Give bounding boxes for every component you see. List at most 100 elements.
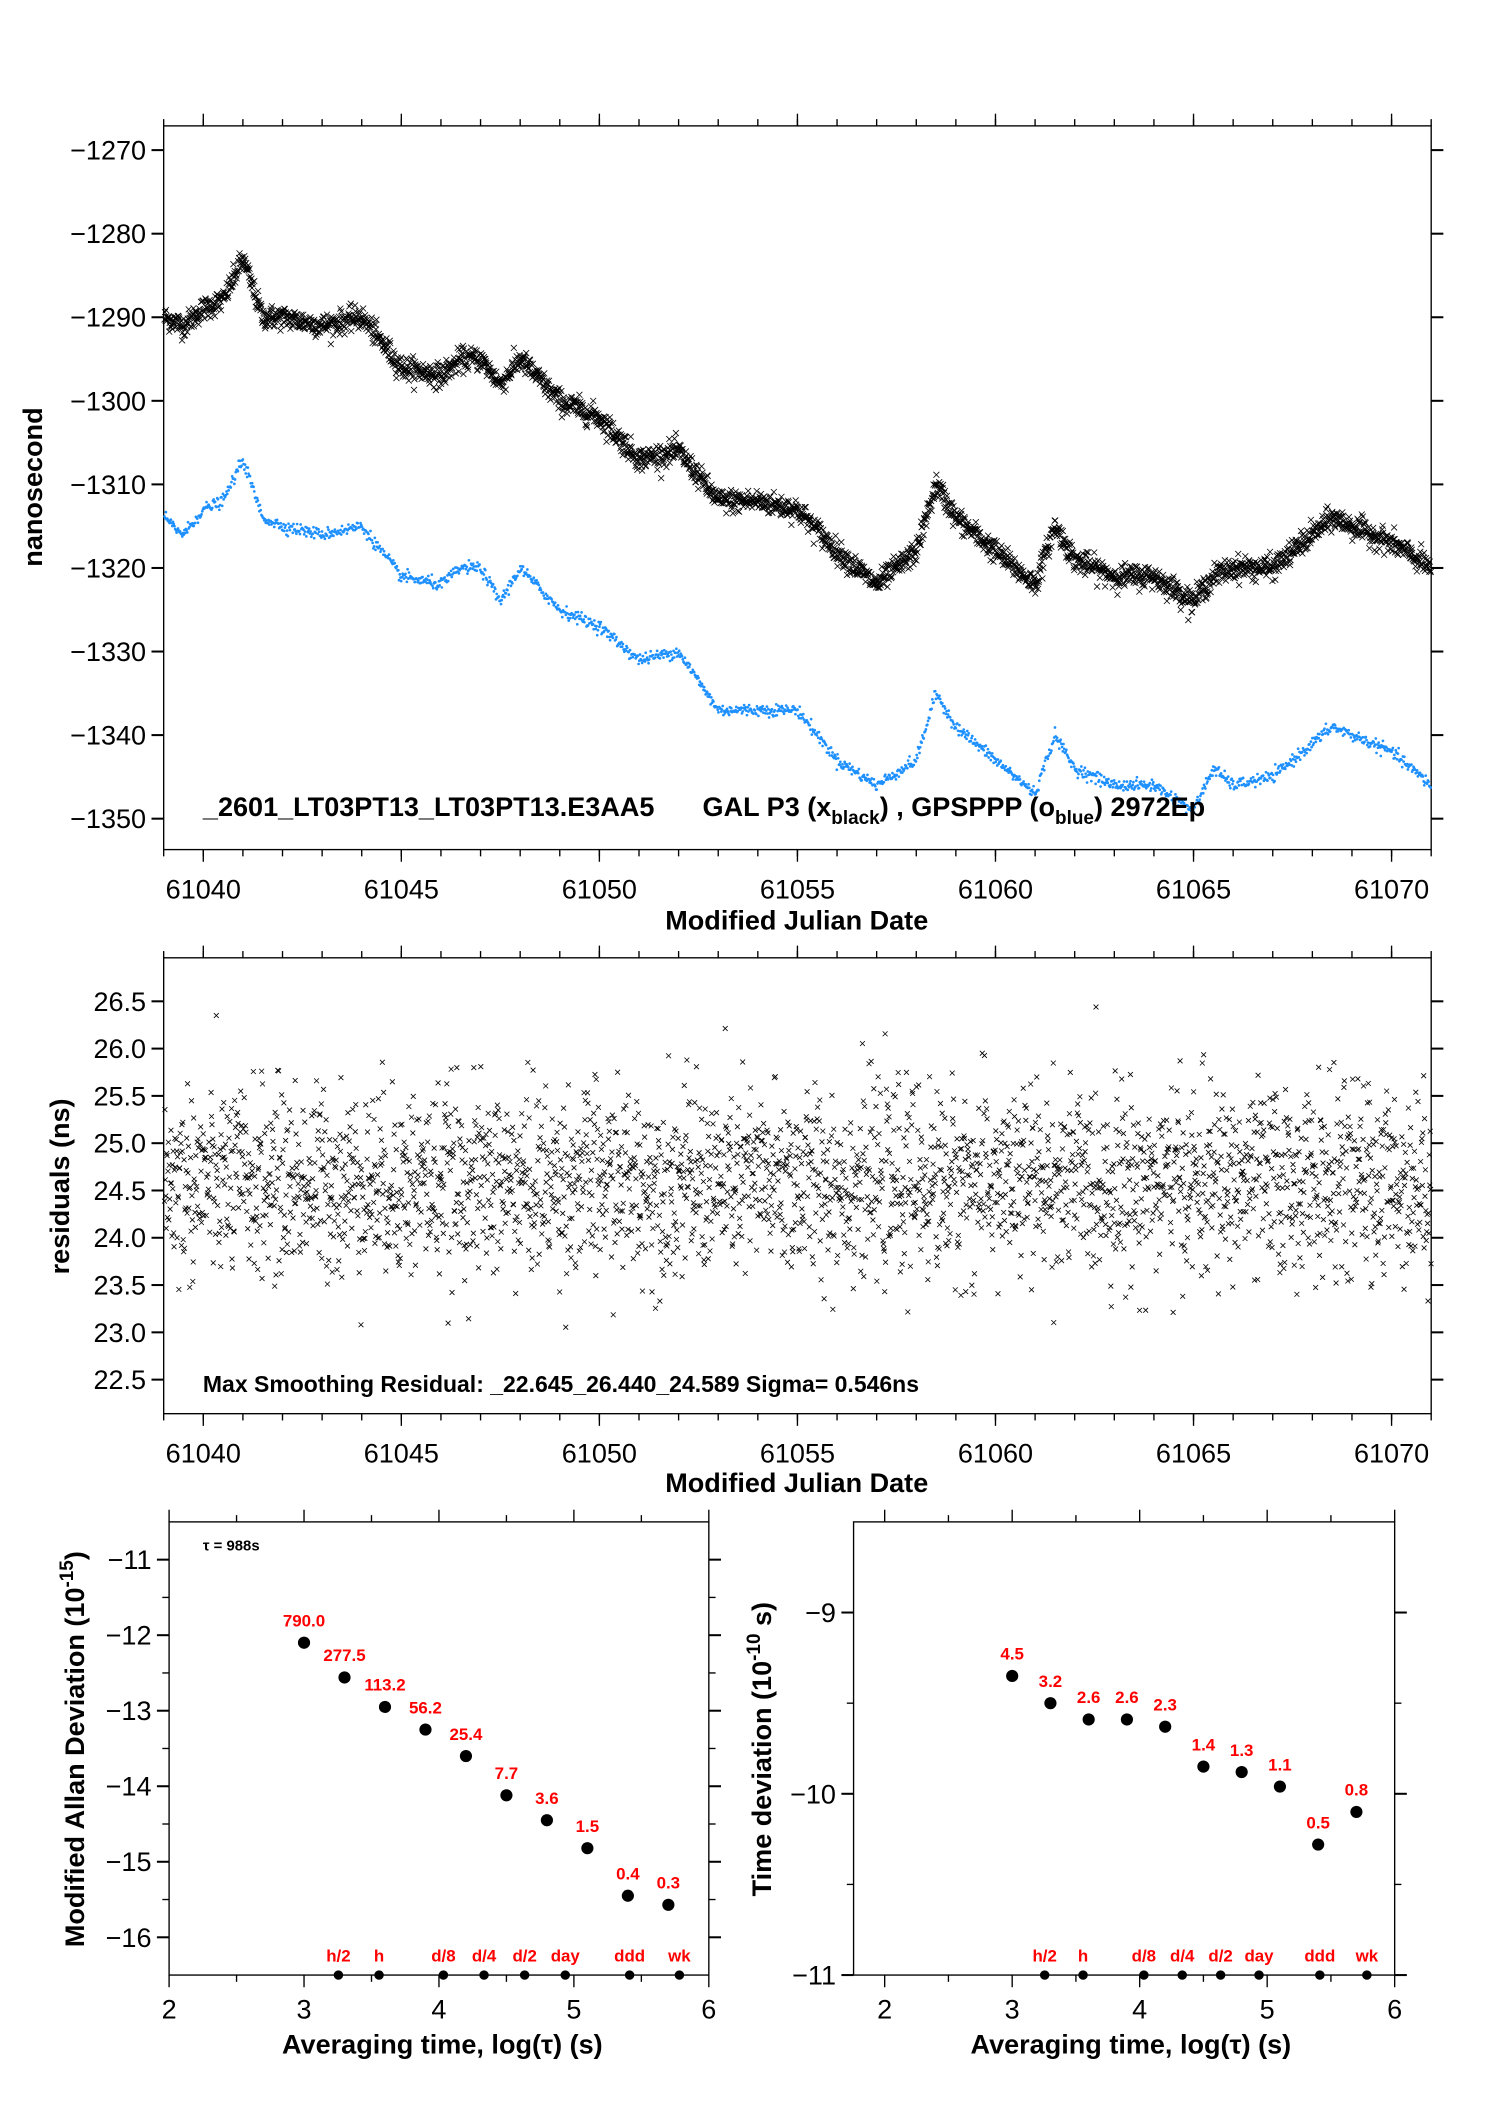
gpsppp-point (1040, 772, 1043, 775)
residual-point (232, 1142, 238, 1148)
gal-p3-point (857, 559, 864, 566)
gpsppp-point (1379, 754, 1383, 758)
gpsppp-point (683, 656, 687, 660)
residual-point (253, 1205, 260, 1211)
gpsppp-point (283, 526, 287, 530)
gal-p3-point (464, 366, 472, 373)
gpsppp-point (320, 530, 324, 533)
gpsppp-point (1314, 740, 1318, 744)
gal-p3-point (605, 423, 612, 431)
gpsppp-point (495, 592, 499, 596)
gpsppp-point (808, 723, 812, 727)
residual-point (258, 1068, 265, 1074)
gal-p3-point (628, 444, 635, 451)
residual-point (284, 1241, 291, 1247)
gpsppp-point (573, 613, 576, 617)
gpsppp-point (1283, 767, 1287, 771)
y-tick-label: 24.0 (93, 1223, 146, 1253)
gpsppp-point (593, 619, 596, 622)
residual-point (257, 1222, 263, 1229)
gal-p3-point (964, 518, 972, 526)
residual-point (285, 1229, 292, 1235)
gal-p3-point (915, 533, 923, 541)
gpsppp-point (1298, 758, 1302, 762)
gpsppp-point (192, 524, 196, 528)
gpsppp-point (578, 614, 582, 618)
gpsppp-point (1305, 751, 1309, 755)
y-tick-label: 25.5 (93, 1081, 146, 1111)
residual-point (281, 1212, 288, 1218)
gpsppp-point (430, 573, 434, 576)
gal-p3-point (579, 399, 586, 407)
gpsppp-point (952, 723, 956, 726)
residual-point (279, 1160, 286, 1166)
gpsppp-point (553, 601, 557, 605)
gpsppp-point (611, 636, 615, 640)
gpsppp-point (1375, 751, 1378, 755)
x-tick-label: 61040 (166, 1438, 241, 1468)
gal-p3-point (608, 426, 616, 433)
gpsppp-point (916, 756, 919, 760)
gpsppp-point (398, 573, 402, 576)
gpsppp-point (1253, 785, 1257, 789)
gpsppp-point (1134, 779, 1138, 782)
gal-p3-point (384, 345, 392, 352)
gal-p3-point (637, 447, 645, 455)
gpsppp-point (588, 617, 592, 621)
gal-p3-point (910, 560, 917, 568)
gal-p3-point (958, 507, 965, 515)
residual-point (241, 1161, 248, 1167)
gal-p3-point (708, 481, 715, 488)
gal-p3-point (244, 262, 252, 269)
residual-point (234, 1174, 240, 1181)
gal-p3-point (1096, 574, 1104, 582)
title-sub2: blue (1055, 808, 1094, 829)
gpsppp-point (614, 638, 618, 641)
residual-point (217, 1263, 224, 1270)
gal-p3-point (1185, 616, 1192, 624)
residual-point (249, 1168, 255, 1174)
gpsppp-point (227, 488, 230, 492)
gpsppp-point (1037, 779, 1041, 783)
residual-point (291, 1248, 298, 1254)
gpsppp-point (1072, 765, 1076, 768)
gpsppp-point (1372, 740, 1376, 744)
gal-p3-point (834, 562, 841, 570)
gpsppp-point (848, 762, 851, 765)
gpsppp-point (709, 695, 713, 699)
residual-point (217, 1218, 223, 1224)
gal-p3-point (838, 538, 845, 546)
gal-p3-point (848, 554, 856, 562)
gal-p3-point (236, 250, 243, 257)
x-tick-label: 61050 (562, 1438, 637, 1468)
gpsppp-point (965, 729, 969, 733)
y-tick-label: −1330 (70, 637, 146, 667)
gpsppp-point (374, 548, 377, 552)
gpsppp-point (897, 775, 901, 779)
gpsppp-point (1137, 786, 1141, 790)
residual-point (264, 1194, 271, 1200)
gal-p3-point (520, 354, 527, 362)
gal-p3-point (699, 469, 706, 476)
residual-point (271, 1283, 278, 1289)
gpsppp-point (1231, 779, 1235, 783)
gpsppp-point (440, 586, 444, 589)
residual-point (269, 1126, 276, 1133)
gal-p3-point (627, 443, 634, 450)
gpsppp-point (841, 762, 844, 766)
gal-p3-point (670, 441, 677, 449)
residual-point (274, 1165, 281, 1171)
residuals-panel: 61040 61045 61050 61055 61060 61065 6107022.52… (45, 945, 1444, 1498)
gpsppp-point (1027, 786, 1031, 790)
gal-p3-point (249, 280, 256, 288)
gpsppp-point (801, 712, 805, 716)
gal-p3-point (1359, 513, 1367, 520)
residual-point (180, 1248, 187, 1255)
gal-p3-point (347, 300, 355, 307)
residual-point (173, 1200, 179, 1206)
gal-p3-point (583, 422, 590, 429)
gal-p3-point (1060, 540, 1068, 548)
gpsppp-point (643, 660, 647, 663)
gpsppp-point (1226, 775, 1230, 779)
gpsppp-point (1049, 751, 1053, 755)
